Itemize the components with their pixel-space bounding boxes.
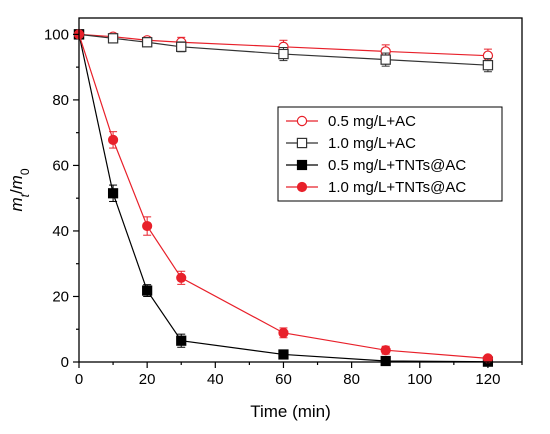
x-tick-label: 20	[139, 371, 156, 388]
data-point	[141, 37, 153, 48]
legend-marker	[296, 159, 308, 171]
data-point	[380, 345, 391, 356]
data-point	[107, 134, 119, 145]
legend-label: 0.5 mg/L+AC	[328, 113, 416, 130]
data-point	[176, 335, 187, 346]
y-tick-label: 80	[52, 92, 69, 109]
y-axis-title-part: m	[7, 175, 26, 189]
legend-marker	[296, 181, 308, 193]
y-tick-label: 20	[52, 288, 69, 305]
legend-label: 0.5 mg/L+TNTs@AC	[328, 157, 466, 174]
legend-marker	[296, 115, 308, 127]
legend-marker	[296, 137, 308, 149]
data-point	[380, 54, 391, 65]
y-axis-title-part: /	[7, 189, 26, 194]
data-point	[482, 59, 494, 71]
legend: 0.5 mg/L+AC 1.0 mg/L+AC 0.5 mg/L+TNTs@AC 1.…	[277, 106, 503, 202]
legend-label: 1.0 mg/L+AC	[328, 135, 416, 152]
data-point	[278, 327, 289, 338]
legend-label: 1.0 mg/L+TNTs@AC	[328, 179, 466, 196]
y-axis-title-part: 0	[18, 168, 32, 175]
x-axis-title: Time (min)	[250, 402, 331, 421]
x-tick-label: 120	[475, 371, 500, 388]
plot-frame	[78, 17, 523, 363]
data-point	[278, 349, 289, 360]
y-tick-label: 60	[52, 157, 69, 174]
data-point	[107, 188, 119, 199]
y-axis-title-part: m	[7, 197, 26, 211]
data-point	[107, 33, 119, 44]
plot-area	[73, 29, 494, 367]
x-tick-label: 40	[207, 371, 224, 388]
x-tick-label: 60	[275, 371, 292, 388]
axes: 0 20 40 60 80 100 120 0 20 40 60 80 100	[44, 17, 523, 388]
legend-box	[277, 106, 503, 202]
y-tick-label: 100	[44, 26, 69, 43]
y-tick-label: 0	[61, 354, 69, 371]
series-4	[73, 29, 494, 364]
data-point	[176, 41, 187, 53]
data-point	[142, 220, 153, 232]
x-tick-label: 0	[75, 371, 83, 388]
x-tick-label: 100	[407, 371, 432, 388]
data-point	[176, 272, 187, 283]
y-axis-title: mt/m0	[7, 168, 32, 211]
y-axis-title-part: t	[18, 193, 32, 197]
data-point	[142, 285, 153, 296]
y-tick-label: 40	[52, 223, 69, 240]
series-2	[73, 29, 494, 73]
data-point	[380, 355, 391, 367]
data-point	[278, 48, 289, 60]
x-tick-label: 80	[343, 371, 360, 388]
